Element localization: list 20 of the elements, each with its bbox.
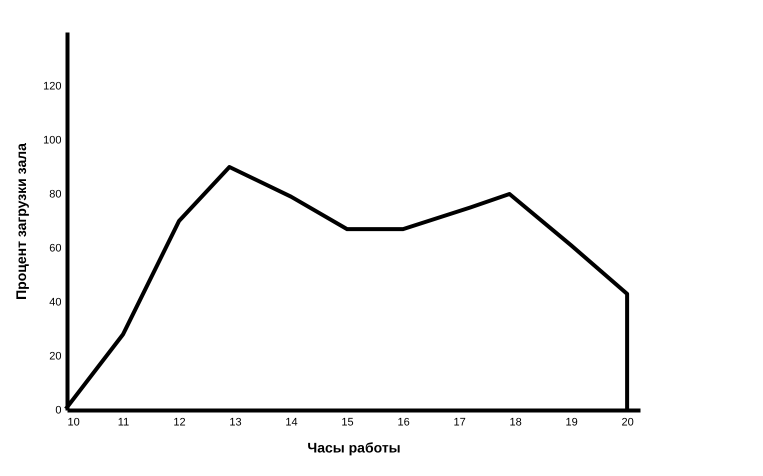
x-tick-label: 16 xyxy=(397,416,410,428)
x-tick-label: 10 xyxy=(68,416,80,428)
x-tick-label: 19 xyxy=(565,416,578,428)
y-tick-label: 40 xyxy=(49,296,62,308)
x-tick-label: 17 xyxy=(453,416,466,428)
x-tick-label: 15 xyxy=(341,416,354,428)
x-tick-label: 11 xyxy=(118,416,130,428)
x-tick-label: 20 xyxy=(621,416,634,428)
x-tick-label: 14 xyxy=(285,416,298,428)
y-axis-title: Процент загрузки зала xyxy=(13,142,30,300)
y-tick-label: 120 xyxy=(43,80,62,92)
x-axis-title: Часы работы xyxy=(307,440,401,456)
y-tick-label: 100 xyxy=(43,134,62,146)
x-tick-label: 12 xyxy=(173,416,186,428)
y-tick-label: 20 xyxy=(49,350,62,362)
x-tick-label: 18 xyxy=(509,416,522,428)
y-tick-label: 60 xyxy=(49,242,62,254)
x-tick-label: 13 xyxy=(229,416,242,428)
y-tick-label: 80 xyxy=(49,188,62,200)
y-tick-label: 0 xyxy=(55,404,62,416)
